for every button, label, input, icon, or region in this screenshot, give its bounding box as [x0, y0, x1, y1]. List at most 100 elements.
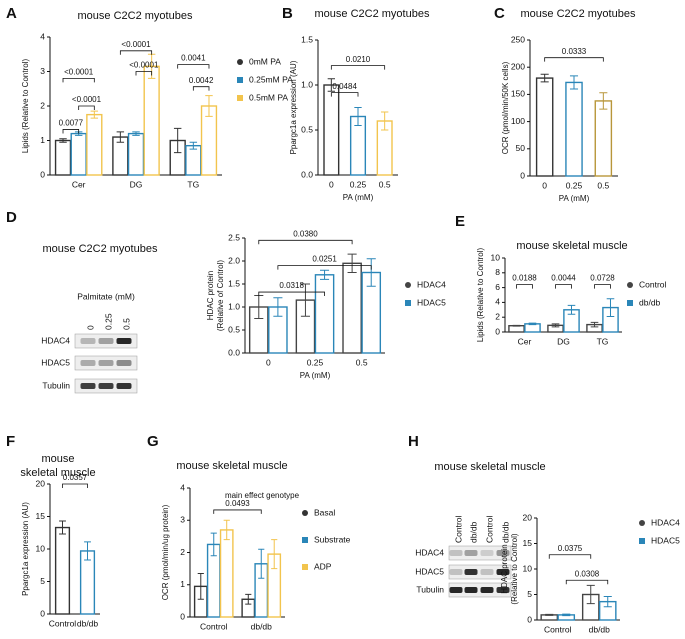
blot-band	[464, 550, 478, 556]
y-tick-label: 3	[40, 66, 45, 76]
x-tick-label: TG	[597, 336, 609, 346]
error-bar	[606, 298, 615, 317]
bar	[342, 262, 362, 354]
chart-title: mouse C2C2 myotubes	[521, 8, 636, 20]
y-tick-label: 4	[40, 31, 45, 41]
p-value: 0.0380	[293, 229, 318, 238]
blot-band	[80, 383, 96, 389]
blot-band	[480, 569, 494, 575]
y-tick-label: 1.5	[301, 34, 313, 44]
bar	[508, 325, 525, 333]
y-tick-label: 100	[511, 116, 525, 126]
x-tick-label: Cer	[72, 179, 86, 189]
error-bar	[197, 572, 204, 600]
annotation: main effect genotype	[225, 491, 300, 500]
blot-band	[464, 569, 478, 575]
y-axis-label: Lipids (Relative to Control)	[21, 59, 30, 154]
chart-title: mouse	[41, 453, 74, 465]
y-axis-label: HDAC protein	[206, 271, 215, 320]
row-label: HDAC4	[41, 335, 70, 345]
error-bar	[173, 127, 182, 154]
error-bar	[189, 141, 198, 150]
significance-bracket	[177, 64, 210, 69]
legend-marker	[627, 300, 633, 306]
y-tick-label: 50	[516, 143, 526, 153]
x-axis-label: PA (mM)	[559, 194, 590, 203]
p-value: 0.0044	[551, 274, 576, 283]
lane-label: db/db	[468, 521, 478, 543]
error-bar	[512, 324, 521, 327]
y-tick-label: 2.5	[228, 232, 240, 242]
error-bar	[84, 541, 91, 561]
x-tick-label: 0.5	[379, 179, 391, 189]
significance-bracket	[62, 129, 80, 134]
blot-band	[480, 550, 494, 556]
significance-bracket	[330, 92, 359, 97]
y-tick-label: 1.0	[228, 301, 240, 311]
bar	[143, 65, 160, 176]
x-tick-label: Control	[544, 624, 572, 634]
legend-label: HDAC4	[417, 279, 446, 289]
error-bar	[116, 131, 125, 143]
y-tick-label: 3	[180, 515, 185, 525]
y-tick-label: 2.0	[228, 255, 240, 265]
chart-title: mouse C2C2 myotubes	[43, 243, 158, 255]
legend-label: Basal	[314, 507, 335, 517]
error-bar	[354, 107, 362, 126]
y-tick-label: 1	[40, 135, 45, 145]
bar	[70, 132, 87, 176]
y-axis-label: (Relative of Control)	[216, 260, 225, 331]
error-bar	[590, 321, 599, 328]
significance-bracket	[548, 554, 592, 559]
legend-marker	[639, 520, 645, 526]
p-value: 0.0210	[346, 55, 371, 64]
panel-letter: B	[282, 5, 293, 22]
y-tick-label: 0.0	[301, 169, 313, 179]
p-value: <0.0001	[129, 61, 159, 70]
y-axis-label: OCR (pmol/min/50K cells)	[501, 61, 510, 154]
y-tick-label: 20	[36, 478, 46, 488]
x-tick-label: db/db	[589, 624, 611, 634]
row-label: HDAC5	[41, 357, 70, 367]
y-tick-label: 0	[180, 611, 185, 621]
significance-bracket	[277, 265, 372, 270]
x-axis-label: PA (mM)	[300, 371, 331, 380]
error-bar	[528, 322, 537, 326]
legend-marker	[237, 59, 243, 65]
p-value: <0.0001	[64, 68, 94, 77]
error-bar	[381, 111, 389, 131]
y-tick-label: 10	[523, 563, 533, 573]
y-tick-label: 0	[40, 169, 45, 179]
legend-label: Substrate	[314, 534, 351, 544]
y-tick-label: 8	[495, 267, 500, 277]
p-value: <0.0001	[72, 95, 102, 104]
legend-label: 0mM PA	[249, 56, 281, 66]
x-tick-label: 0.25	[566, 180, 583, 190]
significance-bracket	[258, 239, 353, 245]
x-tick-label: db/db	[77, 618, 99, 628]
lane-label: 0.25	[103, 313, 113, 330]
error-bar	[603, 596, 612, 608]
error-bar	[569, 75, 579, 90]
row-label: Tubulin	[42, 380, 70, 390]
significance-bracket	[516, 284, 533, 289]
lane-label: 0.5	[121, 318, 131, 330]
y-tick-label: 2	[180, 547, 185, 557]
y-axis-label: Ppargc1a expression (AU)	[289, 60, 298, 154]
bar	[219, 529, 234, 618]
chart-title: mouse C2C2 myotubes	[315, 8, 430, 20]
blot-band	[116, 360, 132, 366]
blot-header: Palmitate (mM)	[77, 291, 135, 301]
legend-marker	[237, 77, 243, 83]
x-tick-label: db/db	[251, 621, 273, 631]
legend-label: 0.5mM PA	[249, 92, 288, 102]
chart-title: mouse skeletal muscle	[434, 461, 545, 473]
error-bar	[59, 138, 67, 143]
y-tick-label: 0.0	[228, 347, 240, 357]
row-label: Tubulin	[416, 584, 444, 594]
y-tick-label: 4	[180, 482, 185, 492]
bar	[127, 132, 145, 176]
p-value: 0.0188	[512, 274, 537, 283]
blot-band	[496, 587, 510, 593]
panel-letter: E	[455, 213, 465, 230]
